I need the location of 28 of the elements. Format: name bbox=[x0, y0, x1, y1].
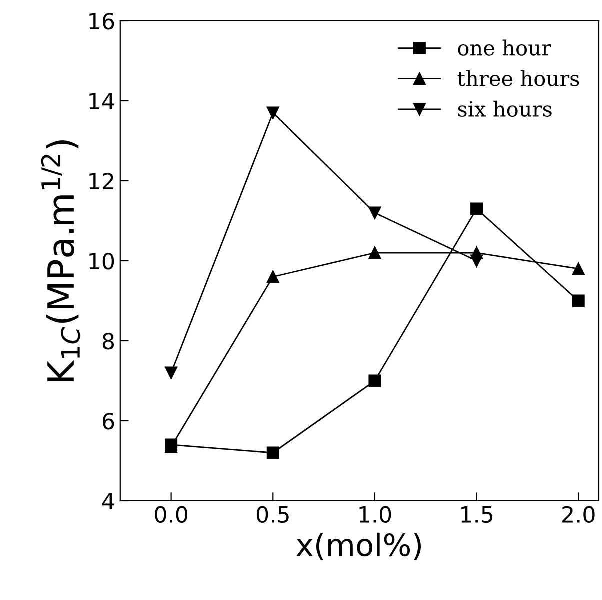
legend-label: one hour bbox=[458, 40, 552, 56]
point bbox=[266, 106, 280, 120]
y-tick-label: 12 bbox=[90, 172, 114, 190]
point bbox=[572, 262, 585, 276]
point bbox=[572, 294, 585, 308]
point bbox=[368, 206, 382, 220]
point bbox=[368, 246, 382, 260]
x-tick-label: 1.0 bbox=[360, 506, 392, 524]
legend-label: three hours bbox=[458, 70, 580, 86]
point bbox=[266, 270, 280, 284]
point bbox=[470, 202, 484, 216]
y-tick-label: 4 bbox=[102, 493, 114, 510]
legend-label: six hours bbox=[458, 100, 552, 118]
point bbox=[470, 254, 484, 268]
point bbox=[266, 446, 280, 460]
y-tick-label: 16 bbox=[90, 12, 114, 30]
y-tick-label: 6 bbox=[102, 412, 114, 430]
x-tick-label: 0.5 bbox=[256, 506, 289, 524]
y-tick-label: 14 bbox=[90, 93, 114, 110]
point bbox=[368, 374, 382, 388]
y-axis-title: K$_{1C}$(MPa.m$^{1/2}$) bbox=[41, 140, 80, 382]
x-tick-label: 2.0 bbox=[562, 506, 595, 524]
x-axis-title: x(mol%) bbox=[296, 532, 422, 560]
y-tick-label: 10 bbox=[90, 252, 114, 270]
x-tick-label: 0.0 bbox=[155, 506, 188, 524]
point bbox=[165, 366, 178, 380]
y-tick-label: 8 bbox=[102, 332, 114, 350]
x-tick-label: 1.5 bbox=[462, 506, 493, 524]
